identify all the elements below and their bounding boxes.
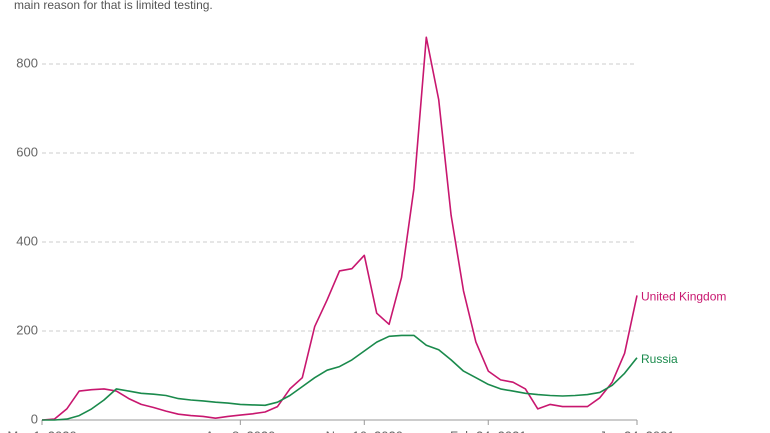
chart-subtitle: main reason for that is limited testing. (14, 0, 213, 12)
y-tick-label: 200 (16, 322, 38, 337)
x-tick-label: Feb 24, 2021 (450, 428, 527, 433)
series-label: United Kingdom (641, 290, 726, 304)
series-line (41, 36, 638, 421)
x-tick-label: Nov 16, 2020 (326, 428, 403, 433)
y-tick-label: 0 (31, 411, 38, 426)
x-tick-label: Mar 1, 2020 (7, 428, 76, 433)
x-tick-label: Jun 24, 2021 (599, 428, 674, 433)
series-label: Russia (641, 352, 678, 366)
y-tick-label: 800 (16, 55, 38, 70)
y-tick-label: 400 (16, 233, 38, 248)
x-tick-label: Aug 8, 2020 (205, 428, 275, 433)
y-tick-label: 600 (16, 144, 38, 159)
series-line (42, 334, 638, 421)
